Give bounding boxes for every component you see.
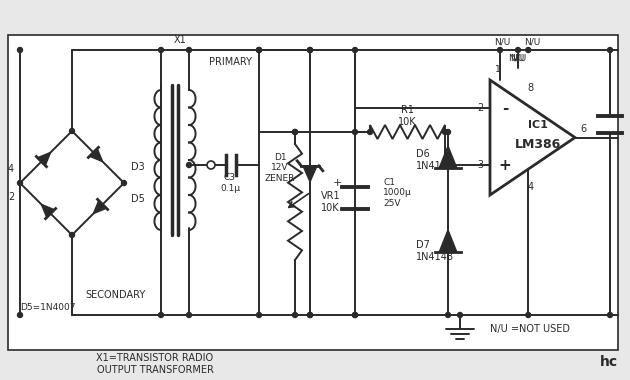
Circle shape: [18, 312, 23, 318]
Circle shape: [367, 130, 372, 135]
Text: C3
0.1μ: C3 0.1μ: [220, 173, 240, 193]
Circle shape: [353, 48, 357, 52]
Circle shape: [457, 312, 462, 318]
Circle shape: [445, 312, 450, 318]
Text: 2: 2: [477, 103, 483, 113]
Text: D5: D5: [131, 194, 145, 204]
Circle shape: [18, 180, 23, 185]
Circle shape: [442, 130, 447, 135]
Text: +: +: [332, 178, 341, 188]
Text: D6
1N4148: D6 1N4148: [416, 149, 454, 171]
Circle shape: [526, 48, 530, 52]
Text: D3: D3: [131, 162, 145, 172]
Circle shape: [353, 312, 357, 318]
Circle shape: [292, 130, 297, 135]
Circle shape: [186, 48, 192, 52]
Circle shape: [445, 163, 450, 168]
Circle shape: [122, 180, 127, 185]
Circle shape: [353, 130, 357, 135]
Circle shape: [607, 48, 612, 52]
Text: N/U =NOT USED: N/U =NOT USED: [490, 324, 570, 334]
Polygon shape: [303, 166, 317, 182]
Circle shape: [69, 233, 74, 238]
Circle shape: [292, 312, 297, 318]
Text: VR1
10K: VR1 10K: [321, 191, 341, 213]
Polygon shape: [38, 152, 50, 165]
Polygon shape: [89, 149, 103, 162]
Circle shape: [186, 163, 192, 168]
Circle shape: [515, 48, 520, 52]
FancyBboxPatch shape: [8, 35, 618, 350]
Text: N/U: N/U: [524, 38, 540, 46]
Text: SECONDARY: SECONDARY: [85, 290, 146, 300]
Circle shape: [307, 48, 312, 52]
Polygon shape: [439, 230, 457, 252]
Text: +: +: [498, 157, 512, 173]
Polygon shape: [42, 204, 54, 217]
Circle shape: [207, 161, 215, 169]
Text: N/U: N/U: [494, 38, 510, 46]
Polygon shape: [439, 146, 457, 168]
Circle shape: [607, 312, 612, 318]
Circle shape: [307, 312, 312, 318]
Text: 3: 3: [477, 160, 483, 170]
Text: X1=TRANSISTOR RADIO
OUTPUT TRANSFORMER: X1=TRANSISTOR RADIO OUTPUT TRANSFORMER: [96, 353, 214, 375]
Circle shape: [159, 48, 164, 52]
Text: C1
1000μ
25V: C1 1000μ 25V: [383, 178, 412, 208]
Circle shape: [498, 48, 503, 52]
Circle shape: [256, 312, 261, 318]
Text: hc: hc: [600, 355, 618, 369]
Circle shape: [186, 312, 192, 318]
Text: D5=1N4007: D5=1N4007: [20, 302, 76, 312]
Text: N/U: N/U: [510, 54, 526, 62]
Text: X1: X1: [174, 35, 186, 45]
Circle shape: [526, 312, 530, 318]
Text: PRIMARY: PRIMARY: [209, 57, 251, 67]
Text: IC1: IC1: [527, 120, 547, 130]
Circle shape: [18, 48, 23, 52]
Polygon shape: [93, 201, 106, 214]
Circle shape: [445, 130, 450, 135]
Text: 8: 8: [527, 83, 534, 93]
Text: 6: 6: [580, 124, 586, 133]
Circle shape: [307, 312, 312, 318]
Circle shape: [69, 128, 74, 133]
Text: R1
10K: R1 10K: [398, 105, 417, 127]
Circle shape: [159, 312, 164, 318]
Circle shape: [442, 163, 447, 168]
Text: N/U: N/U: [508, 54, 524, 62]
Text: 4: 4: [8, 164, 14, 174]
Text: 4: 4: [527, 182, 534, 192]
Circle shape: [256, 48, 261, 52]
Text: -: -: [502, 100, 508, 116]
Text: 2: 2: [8, 192, 14, 202]
Circle shape: [256, 48, 261, 52]
Circle shape: [353, 312, 357, 318]
Text: D1
12V
ZENER: D1 12V ZENER: [265, 153, 295, 183]
Circle shape: [292, 130, 297, 135]
Text: 1: 1: [495, 65, 501, 74]
Circle shape: [307, 48, 312, 52]
Text: D7
1N4148: D7 1N4148: [416, 240, 454, 262]
Text: LM386: LM386: [514, 138, 561, 151]
Polygon shape: [490, 80, 575, 195]
